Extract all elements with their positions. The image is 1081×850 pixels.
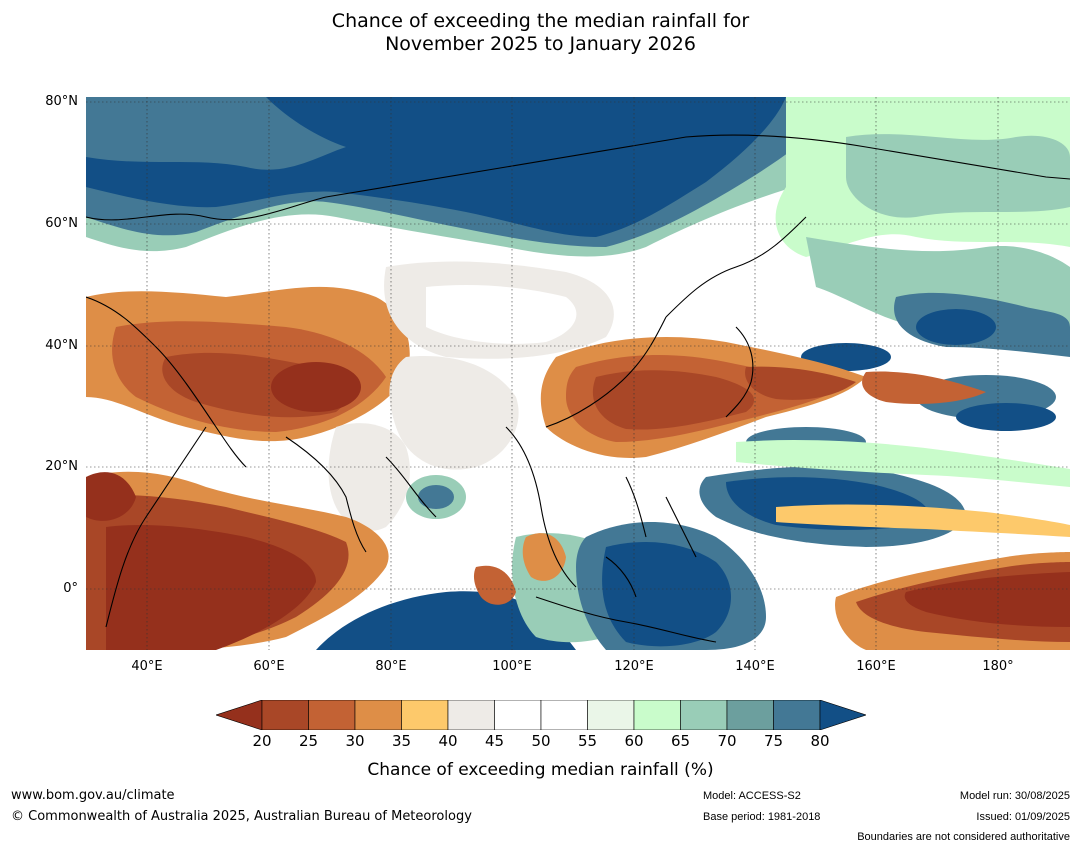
lon-label-100e: 100°E	[492, 659, 532, 674]
legend-cell	[354, 700, 402, 730]
lon-label-160e: 160°E	[856, 659, 896, 674]
legend-tick: 60	[624, 732, 644, 750]
legend-cell	[587, 700, 635, 730]
footer-base-period: Base period: 1981-2018	[703, 811, 821, 823]
legend-tick: 80	[810, 732, 830, 750]
footer-model-run: Model run: 30/08/2025	[959, 790, 1070, 802]
legend-cell	[308, 700, 356, 730]
title-line-1: Chance of exceeding the median rainfall …	[331, 10, 750, 32]
legend-tick: 75	[763, 732, 784, 750]
footer-url[interactable]: www.bom.gov.au/climate	[11, 788, 175, 803]
lon-label-180: 180°	[982, 659, 1014, 674]
legend-cell	[633, 700, 681, 730]
legend-tick: 30	[345, 732, 365, 750]
footer-disclaimer: Boundaries are not considered authoritat…	[857, 831, 1070, 843]
legend-cell	[726, 700, 774, 730]
rainfall-outlook-map	[86, 97, 1070, 650]
lon-label-60e: 60°E	[253, 659, 285, 674]
legend-cell	[680, 700, 728, 730]
legend-tick: 55	[577, 732, 598, 750]
footer-model: Model: ACCESS-S2	[703, 790, 801, 802]
lon-label-140e: 140°E	[735, 659, 775, 674]
lon-label-80e: 80°E	[375, 659, 407, 674]
legend-cell	[447, 700, 495, 730]
legend-cell	[261, 700, 309, 730]
lat-label-80n: 80°N	[45, 94, 78, 109]
footer-copyright: © Commonwealth of Australia 2025, Austra…	[11, 809, 472, 824]
lat-label-0: 0°	[63, 581, 78, 596]
legend-tick: 70	[717, 732, 737, 750]
lat-label-40n: 40°N	[45, 338, 78, 353]
legend-cell	[773, 700, 821, 730]
legend-label: Chance of exceeding median rainfall (%)	[367, 760, 714, 780]
legend-cell	[401, 700, 449, 730]
lat-label-20n: 20°N	[45, 459, 78, 474]
legend-extend-low	[216, 700, 263, 730]
lon-label-120e: 120°E	[614, 659, 654, 674]
title-line-2: November 2025 to January 2026	[385, 33, 696, 55]
legend-extend-high	[819, 700, 866, 730]
legend-tick: 50	[531, 732, 551, 750]
legend-cell	[494, 700, 542, 730]
map-title: Chance of exceeding the median rainfall …	[0, 10, 1081, 56]
lat-label-60n: 60°N	[45, 216, 78, 231]
legend-tick: 40	[438, 732, 458, 750]
legend-tick: 35	[391, 732, 412, 750]
legend-cell	[540, 700, 588, 730]
footer-issued: Issued: 01/09/2025	[976, 811, 1070, 823]
legend-tick: 65	[670, 732, 691, 750]
lon-label-40e: 40°E	[131, 659, 163, 674]
legend-tick: 25	[298, 732, 319, 750]
legend-tick: 45	[484, 732, 505, 750]
legend-colorbar	[216, 700, 866, 730]
map-canvas	[86, 97, 1070, 650]
legend-tick: 20	[252, 732, 272, 750]
graticule	[86, 97, 1070, 650]
